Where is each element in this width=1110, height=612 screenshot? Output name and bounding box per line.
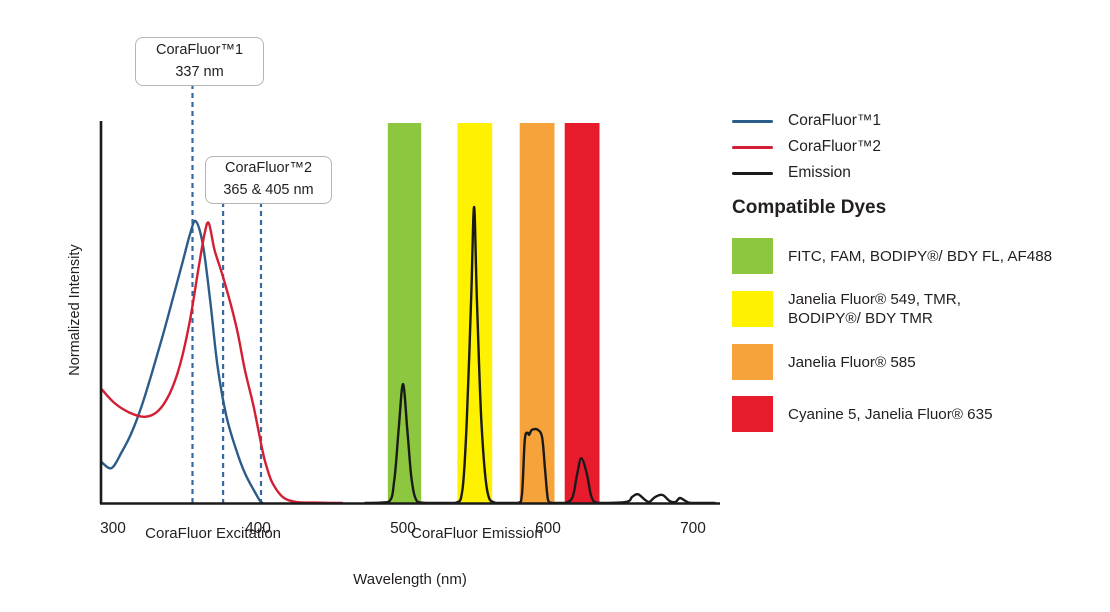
- dye-swatch-orange: [732, 344, 773, 380]
- x-tick-700: 700: [680, 520, 706, 537]
- dye-row-green: FITC, FAM, BODIPY®/ BDY FL, AF488: [732, 238, 1052, 274]
- dye-label: Janelia Fluor® 549, TMR, BODIPY®/ BDY TM…: [788, 291, 961, 327]
- x-axis-title: Wavelength (nm): [353, 571, 467, 588]
- legend-series: CoraFluor™1 CoraFluor™2 Emission: [732, 108, 1104, 186]
- region-label-emission: CoraFluor Emission: [411, 525, 543, 542]
- dye-swatch-green: [732, 238, 773, 274]
- annotation-title: CoraFluor™2: [224, 160, 313, 177]
- legend-dyes: FITC, FAM, BODIPY®/ BDY FL, AF488 Janelia…: [732, 238, 1052, 448]
- legend-label: CoraFluor™1: [788, 112, 882, 129]
- x-tick-600: 600: [535, 520, 561, 537]
- curve-corafluor2: [100, 221, 344, 505]
- dye-swatch-yellow: [732, 291, 773, 327]
- dye-label: FITC, FAM, BODIPY®/ BDY FL, AF488: [788, 247, 1053, 265]
- dye-row-orange: Janelia Fluor® 585: [732, 344, 1052, 380]
- annotation-value: 365 & 405 nm: [223, 182, 314, 198]
- x-tick-400: 400: [245, 520, 271, 537]
- legend-item-corafluor1: CoraFluor™1: [732, 108, 1104, 134]
- compatible-dyes-title: Compatible Dyes: [732, 197, 887, 218]
- legend-label: Emission: [788, 164, 851, 181]
- yellow-filter-band: [457, 123, 493, 503]
- legend-line-corafluor1: [732, 119, 773, 123]
- annotation-title: CoraFluor™1: [155, 41, 244, 58]
- annotation-value: 337 nm: [175, 63, 224, 80]
- legend-item-corafluor2: CoraFluor™2: [732, 134, 1104, 160]
- region-label-excitation: CoraFluor Excitation: [145, 525, 281, 542]
- dye-label: Cyanine 5, Janelia Fluor® 635: [788, 405, 993, 423]
- curve-corafluor1: [100, 219, 264, 505]
- legend-label: CoraFluor™2: [788, 138, 882, 155]
- legend-line-emission: [732, 171, 773, 175]
- x-tick-500: 500: [390, 520, 416, 537]
- legend-line-corafluor2: [732, 145, 773, 149]
- dye-row-yellow: Janelia Fluor® 549, TMR, BODIPY®/ BDY TM…: [732, 290, 1052, 328]
- green-filter-band: [387, 123, 422, 503]
- x-tick-300: 300: [100, 520, 126, 537]
- dye-label: Janelia Fluor® 585: [788, 353, 916, 371]
- annotation-corafluor1: CoraFluor™1 337 nm: [135, 37, 264, 86]
- legend-item-emission: Emission: [732, 160, 1104, 186]
- dye-row-red: Cyanine 5, Janelia Fluor® 635: [732, 396, 1052, 432]
- red-filter-band: [564, 123, 600, 503]
- y-axis-title: Normalized Intensity: [67, 244, 83, 376]
- annotation-corafluor2: CoraFluor™2 365 & 405 nm: [205, 156, 332, 204]
- dye-swatch-red: [732, 396, 773, 432]
